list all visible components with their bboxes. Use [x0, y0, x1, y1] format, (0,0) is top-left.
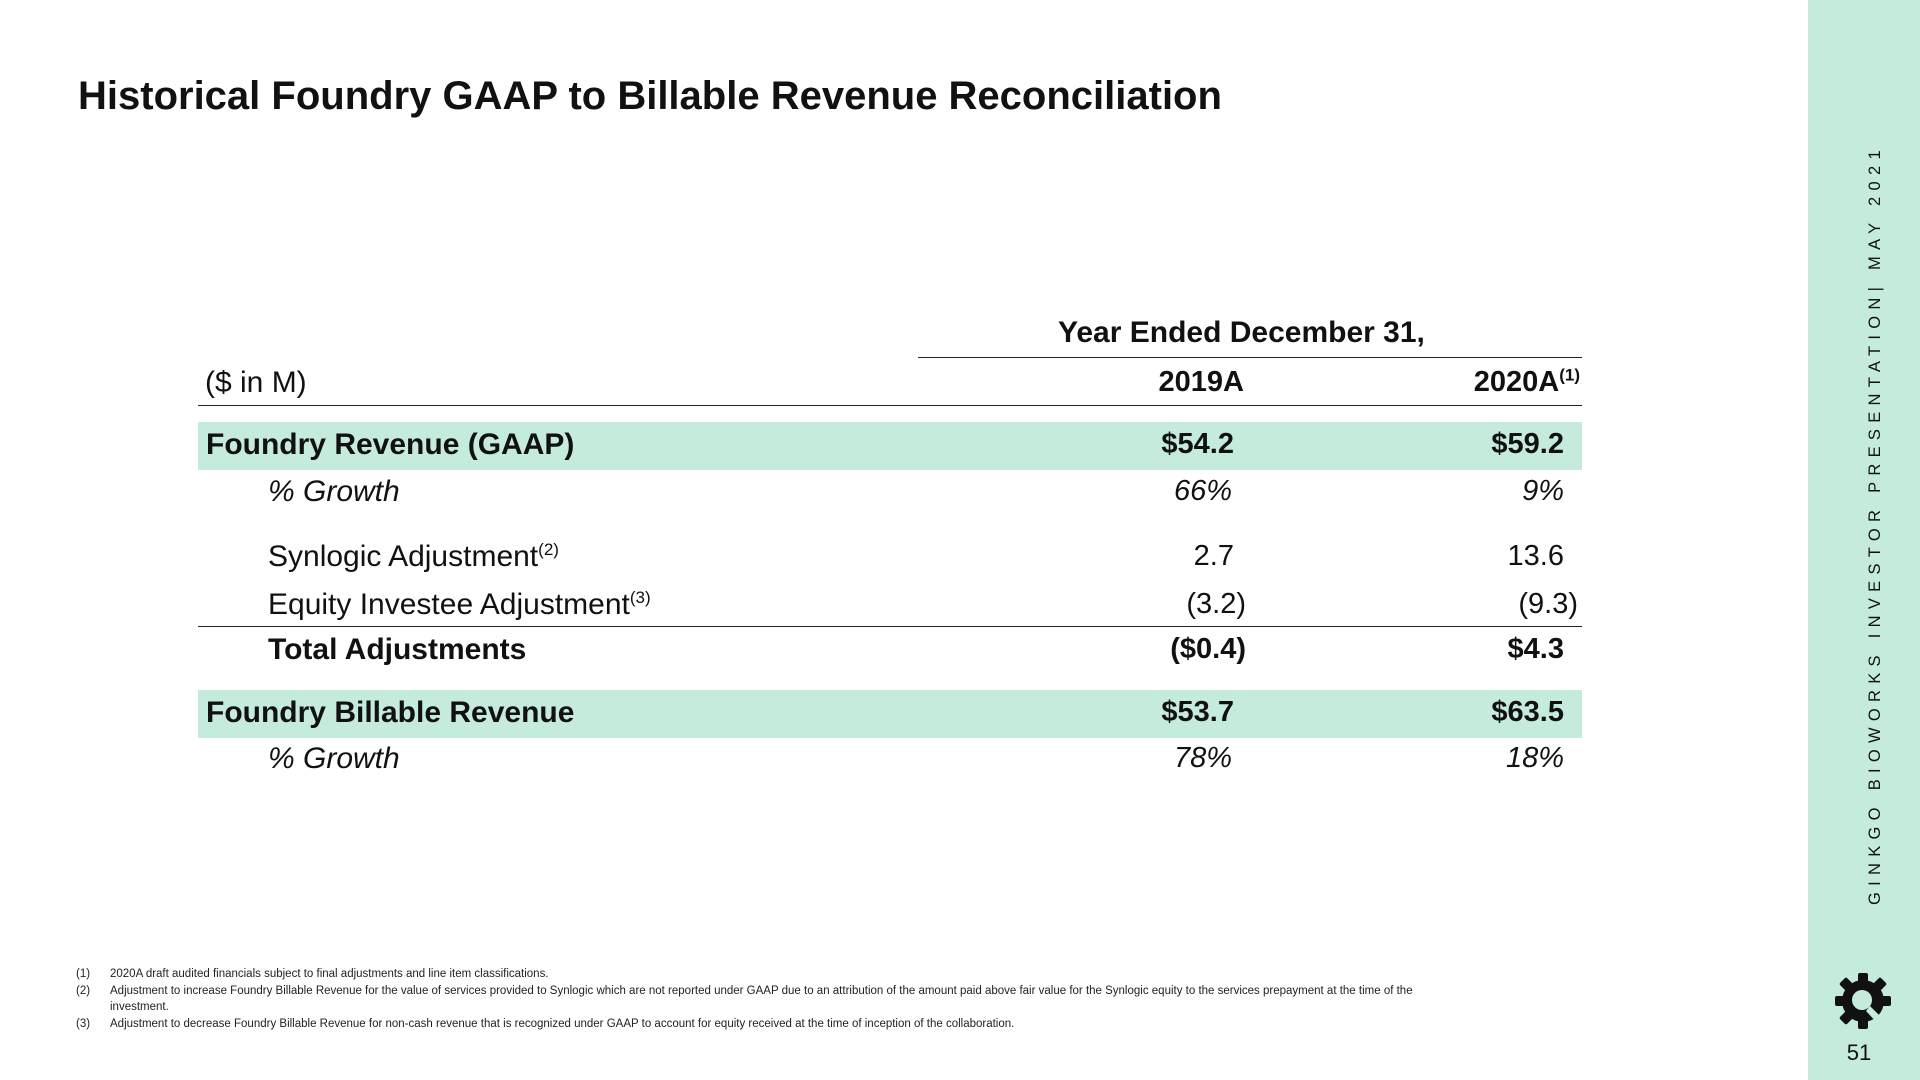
- header-rule: [198, 405, 1582, 406]
- row-label-growth-billable: % Growth: [268, 742, 400, 775]
- footnote-ref-3: (3): [629, 588, 651, 607]
- row-label-foundry-billable-revenue: Foundry Billable Revenue: [206, 696, 575, 729]
- footnote-3: (3) Adjustment to decrease Foundry Billa…: [76, 1016, 1416, 1033]
- row-label-equity-investee-adjustment: Equity Investee Adjustment(3): [268, 588, 651, 621]
- cell-growth-billable-2020a: 18%: [1505, 742, 1564, 774]
- cell-equity-2019a: (3.2): [1186, 588, 1246, 620]
- column-header-2020a: 2020A(1): [1473, 365, 1580, 398]
- footnote-ref-1: (1): [1559, 365, 1580, 385]
- adjustments-rule: [198, 626, 1582, 627]
- cell-foundry-revenue-2019a: $54.2: [1161, 428, 1234, 460]
- cell-total-adjustments-2019a: ($0.4): [1170, 633, 1246, 665]
- foundry-revenue-highlight: [198, 422, 1582, 470]
- footnote-ref-2: (2): [538, 540, 559, 559]
- footnote-marker: (3): [76, 1017, 91, 1030]
- cell-growth-billable-2019a: 78%: [1173, 742, 1232, 774]
- cell-billable-revenue-2019a: $53.7: [1161, 696, 1234, 728]
- period-header-rule: [918, 357, 1582, 358]
- row-label-synlogic-adjustment: Synlogic Adjustment(2): [268, 540, 559, 573]
- cell-total-adjustments-2020a: $4.3: [1507, 633, 1564, 665]
- row-label-total-adjustments: Total Adjustments: [268, 633, 527, 666]
- footnote-marker: (1): [76, 968, 91, 980]
- column-header-2019a: 2019A: [1158, 366, 1244, 398]
- cell-equity-2020a: (9.3): [1518, 588, 1578, 620]
- footnote-2: (2) Adjustment to increase Foundry Billa…: [76, 983, 1416, 1016]
- cell-growth-gaap-2019a: 66%: [1173, 475, 1232, 507]
- footnotes: (1) 2020A draft audited financials subje…: [76, 966, 1416, 1032]
- footnote-text: Adjustment to increase Foundry Billable …: [110, 984, 1413, 1014]
- sidebar: [1808, 0, 1920, 1080]
- footnote-1: (1) 2020A draft audited financials subje…: [76, 966, 1416, 983]
- footnote-text: Adjustment to decrease Foundry Billable …: [110, 1017, 1015, 1030]
- period-header: Year Ended December 31,: [1058, 316, 1425, 349]
- unit-label: ($ in M): [205, 366, 307, 399]
- cell-growth-gaap-2020a: 9%: [1522, 475, 1564, 507]
- cell-billable-revenue-2020a: $63.5: [1491, 696, 1564, 728]
- page-number: 51: [1846, 1040, 1872, 1065]
- sidebar-vertical-text: GINKGO BIOWORKS INVESTOR PRESENTATION| M…: [1866, 144, 1884, 905]
- cell-synlogic-2020a: 13.6: [1507, 540, 1564, 572]
- ginkgo-gear-logo-icon: [1835, 973, 1891, 1029]
- footnote-text: 2020A draft audited financials subject t…: [110, 968, 549, 980]
- cell-synlogic-2019a: 2.7: [1193, 540, 1234, 572]
- billable-revenue-highlight: [198, 690, 1582, 738]
- cell-foundry-revenue-2020a: $59.2: [1491, 428, 1564, 460]
- page-title: Historical Foundry GAAP to Billable Reve…: [78, 74, 1222, 118]
- row-label-foundry-revenue: Foundry Revenue (GAAP): [206, 428, 575, 461]
- row-label-growth-gaap: % Growth: [268, 475, 400, 508]
- footnote-marker: (2): [76, 984, 91, 997]
